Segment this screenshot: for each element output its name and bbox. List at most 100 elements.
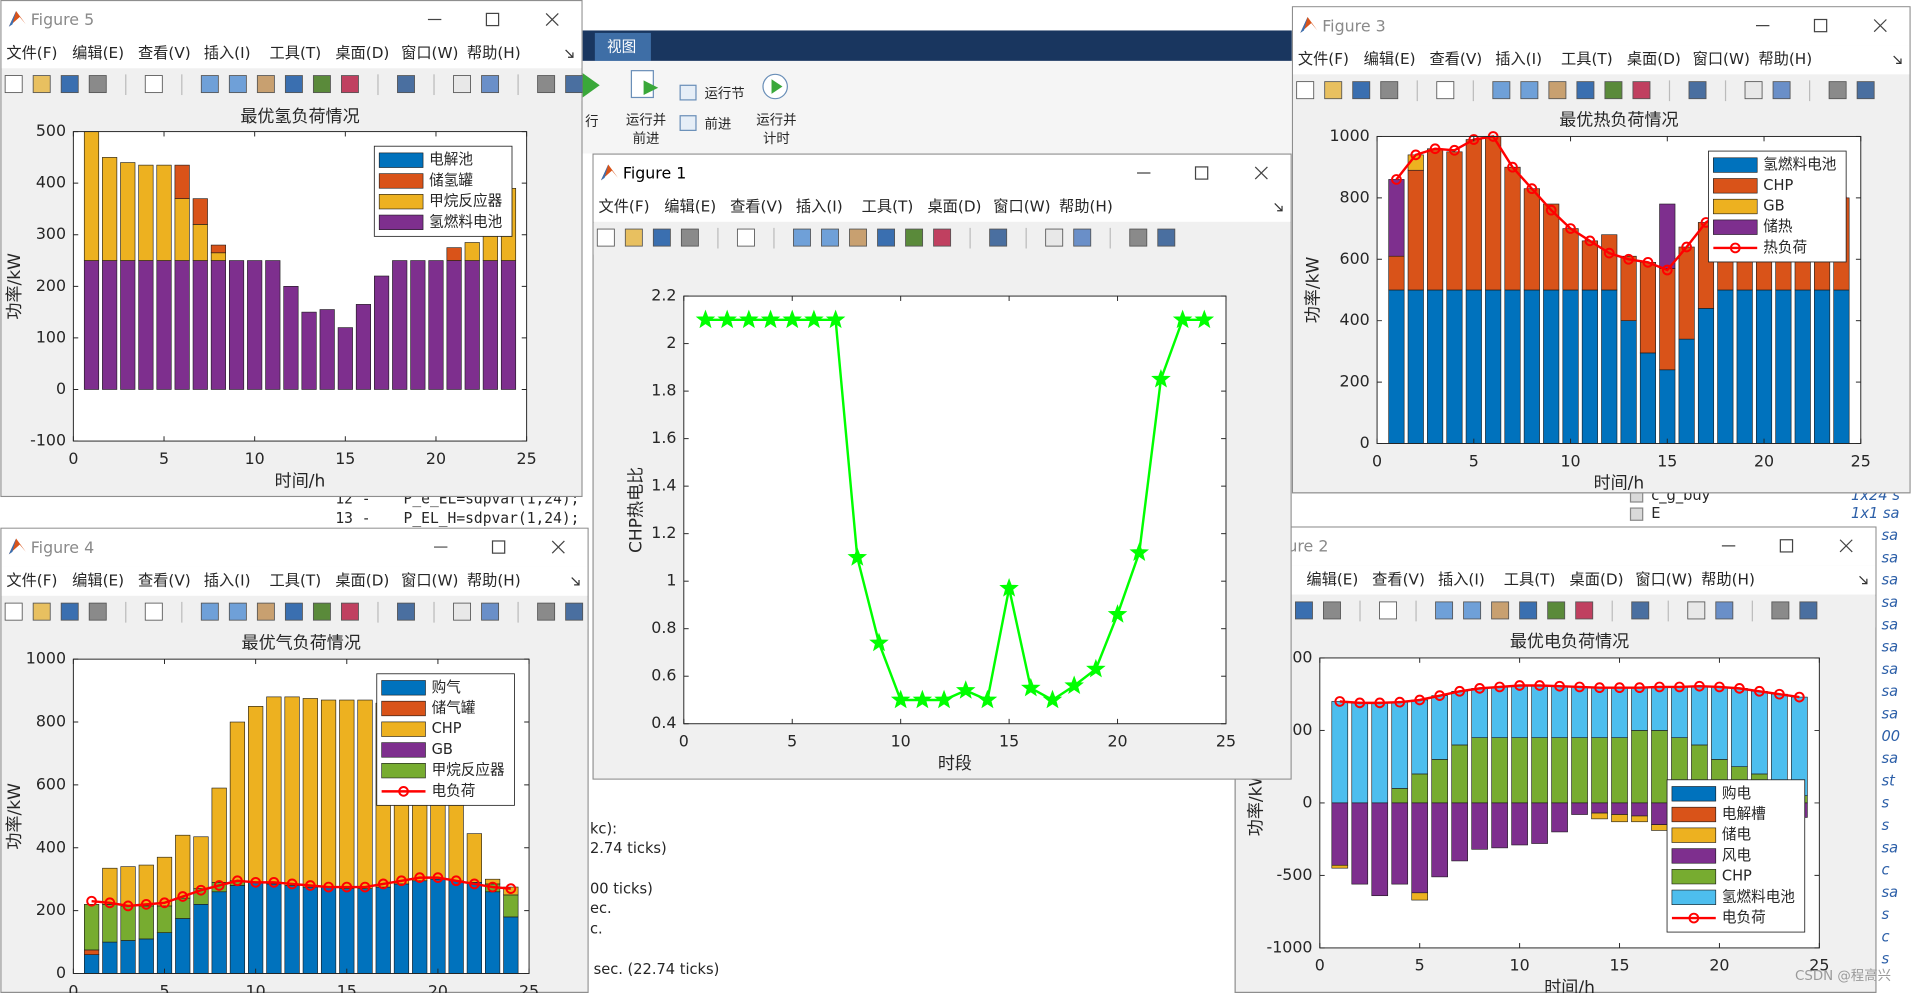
toolbar-button[interactable] bbox=[736, 228, 755, 247]
close-button[interactable] bbox=[1839, 539, 1853, 553]
toolbar-button[interactable] bbox=[200, 75, 219, 94]
toolbar-button[interactable] bbox=[1715, 601, 1734, 620]
menu-item[interactable]: 工具(T) bbox=[1504, 570, 1556, 588]
close-button[interactable] bbox=[551, 540, 565, 554]
menu-item[interactable]: 查看(V) bbox=[138, 44, 191, 62]
toolstrip-label[interactable]: 计时 bbox=[763, 131, 790, 147]
toolbar-button[interactable] bbox=[1379, 601, 1397, 620]
menu-item[interactable]: 查看(V) bbox=[1372, 570, 1425, 588]
toolbar-button[interactable] bbox=[228, 602, 247, 621]
maximize-button[interactable] bbox=[1779, 539, 1794, 553]
menu-item[interactable]: 帮助(H) bbox=[1701, 570, 1755, 588]
menu-item[interactable]: 编辑(E) bbox=[72, 572, 124, 590]
menu-item[interactable]: 文件(F) bbox=[6, 44, 57, 62]
close-button[interactable] bbox=[1254, 166, 1268, 180]
toolbar-button[interactable] bbox=[453, 75, 472, 94]
toolbar-button[interactable] bbox=[340, 75, 359, 94]
maximize-button[interactable] bbox=[1194, 166, 1209, 180]
toolbar-button[interactable] bbox=[905, 228, 924, 247]
toolbar-button[interactable] bbox=[1296, 81, 1315, 100]
toolbar-button[interactable] bbox=[1799, 601, 1818, 620]
toolbar-button[interactable] bbox=[60, 75, 79, 94]
toolbar-button[interactable] bbox=[793, 228, 811, 247]
toolstrip-label[interactable]: 运行并 bbox=[756, 113, 796, 129]
toolbar-button[interactable] bbox=[1771, 601, 1790, 620]
toolbar-button[interactable] bbox=[1324, 81, 1343, 100]
toolbar-button[interactable] bbox=[1157, 228, 1176, 247]
toolbar-button[interactable] bbox=[1575, 601, 1594, 620]
tab-label[interactable]: 视图 bbox=[607, 39, 636, 56]
toolstrip-label[interactable]: 前进 bbox=[633, 130, 660, 147]
toolbar-button[interactable] bbox=[565, 602, 584, 621]
toolbar-button[interactable] bbox=[624, 228, 643, 247]
toolbar-button[interactable] bbox=[284, 602, 303, 621]
toolbar-button[interactable] bbox=[1380, 81, 1399, 100]
menu-item[interactable]: 插入(I) bbox=[204, 44, 251, 62]
toolbar-button[interactable] bbox=[397, 75, 415, 94]
toolbar-button[interactable] bbox=[933, 228, 952, 247]
toolbar-button[interactable] bbox=[4, 75, 23, 94]
menu-item[interactable]: 工具(T) bbox=[270, 572, 322, 590]
toolbar-button[interactable] bbox=[1073, 228, 1092, 247]
toolbar-button[interactable] bbox=[1295, 601, 1313, 620]
toolbar-button[interactable] bbox=[144, 602, 163, 621]
maximize-button[interactable] bbox=[485, 12, 500, 27]
menu-item[interactable]: 帮助(H) bbox=[467, 572, 521, 590]
tab[interactable] bbox=[594, 32, 651, 61]
toolbar-button[interactable] bbox=[228, 75, 247, 94]
toolbar-button[interactable] bbox=[821, 228, 839, 247]
toolbar-button[interactable] bbox=[1576, 81, 1595, 100]
toolbar-button[interactable] bbox=[88, 602, 107, 621]
toolbar-button[interactable] bbox=[1828, 81, 1847, 100]
maximize-button[interactable] bbox=[491, 540, 506, 554]
toolbar-button[interactable] bbox=[1463, 601, 1482, 620]
toolstrip-label[interactable]: 前进 bbox=[705, 115, 732, 132]
toolbar-button[interactable] bbox=[32, 602, 51, 621]
toolbar-button[interactable] bbox=[1492, 81, 1511, 100]
toolbar-button[interactable] bbox=[1519, 601, 1538, 620]
menu-item[interactable]: 工具(T) bbox=[862, 198, 914, 216]
toolbar-button[interactable] bbox=[1631, 601, 1650, 620]
toolbar-button[interactable] bbox=[1688, 81, 1707, 100]
menu-item[interactable]: 查看(V) bbox=[138, 572, 191, 590]
toolbar-button[interactable] bbox=[1352, 81, 1371, 100]
menu-item[interactable]: 文件(F) bbox=[1298, 50, 1349, 68]
toolbar-button[interactable] bbox=[200, 602, 219, 621]
toolbar-button[interactable] bbox=[877, 228, 896, 247]
menu-item[interactable]: 编辑(E) bbox=[1364, 50, 1416, 68]
menu-item[interactable]: 插入(I) bbox=[1495, 50, 1542, 68]
toolbar-button[interactable] bbox=[144, 75, 163, 94]
toolbar-button[interactable] bbox=[1547, 601, 1566, 620]
toolbar-button[interactable] bbox=[4, 602, 23, 621]
toolbar-button[interactable] bbox=[652, 228, 671, 247]
menu-item[interactable]: 查看(V) bbox=[1429, 50, 1482, 68]
toolbar-button[interactable] bbox=[1436, 81, 1455, 100]
toolstrip-label[interactable]: 运行并 bbox=[626, 113, 666, 129]
close-button[interactable] bbox=[1873, 19, 1887, 33]
menu-item[interactable]: 插入(I) bbox=[796, 198, 843, 216]
toolbar-button[interactable] bbox=[989, 228, 1008, 247]
toolbar-button[interactable] bbox=[32, 75, 51, 94]
toolbar-button[interactable] bbox=[596, 228, 615, 247]
toolbar-button[interactable] bbox=[1744, 81, 1763, 100]
toolbar-button[interactable] bbox=[312, 602, 331, 621]
menu-item[interactable]: 桌面(D) bbox=[1570, 570, 1624, 588]
var-name[interactable]: E bbox=[1651, 505, 1660, 522]
toolbar-button[interactable] bbox=[256, 602, 275, 621]
menu-item[interactable]: 帮助(H) bbox=[467, 44, 521, 62]
toolbar-button[interactable] bbox=[284, 75, 303, 94]
toolbar-button[interactable] bbox=[1045, 228, 1064, 247]
maximize-button[interactable] bbox=[1813, 18, 1828, 33]
menu-item[interactable]: 桌面(D) bbox=[927, 198, 981, 216]
menu-item[interactable]: 窗口(W) bbox=[993, 198, 1050, 216]
menu-item[interactable]: 查看(V) bbox=[730, 198, 783, 216]
toolbar-button[interactable] bbox=[1548, 81, 1567, 100]
toolbar-button[interactable] bbox=[849, 228, 867, 247]
toolbar-button[interactable] bbox=[1632, 81, 1651, 100]
toolbar-button[interactable] bbox=[481, 602, 500, 621]
menu-item[interactable]: 工具(T) bbox=[270, 44, 322, 62]
menu-item[interactable]: 桌面(D) bbox=[335, 44, 389, 62]
toolbar-button[interactable] bbox=[1491, 601, 1510, 620]
toolbar-button[interactable] bbox=[397, 602, 415, 621]
toolbar-button[interactable] bbox=[256, 75, 275, 94]
